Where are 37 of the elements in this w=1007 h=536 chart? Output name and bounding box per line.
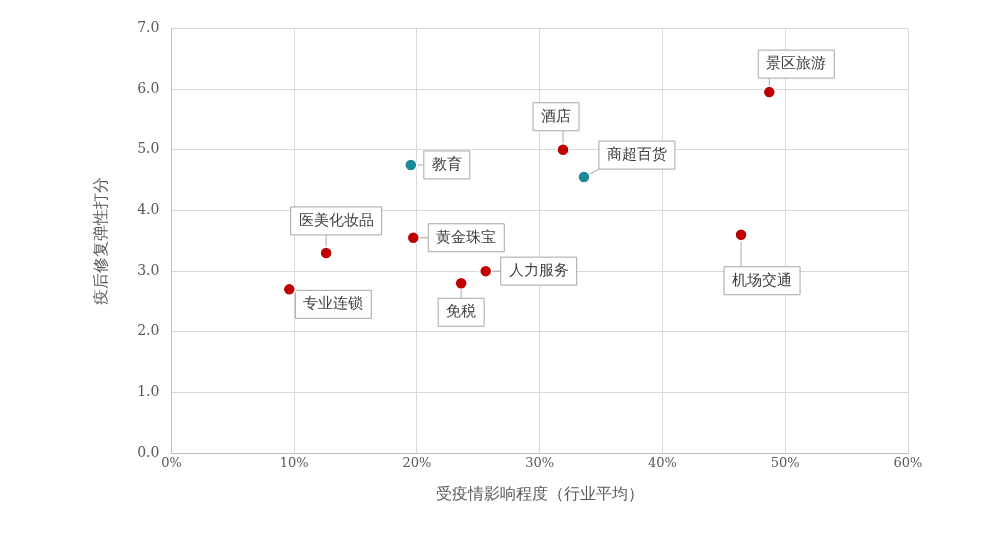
point (577, 170, 591, 184)
point (406, 231, 421, 245)
y-axis-title: 疫后修复弹性打分 (90, 176, 110, 305)
x-tick-label: 40% (648, 455, 677, 471)
annotation: 医美化妆品 (298, 210, 374, 229)
point (282, 282, 297, 297)
x-tick-label: 20% (402, 455, 432, 471)
y-tick-label: 6.0 (137, 79, 160, 96)
y-tick-label: 1.0 (137, 383, 160, 400)
x-tick-label: 0% (161, 455, 182, 471)
point (319, 246, 333, 260)
y-tick-label: 0.0 (137, 443, 160, 460)
annotation: 商超百货 (606, 144, 667, 163)
y-tick-label: 5.0 (137, 140, 160, 157)
annotation: 教育 (431, 154, 462, 173)
x-tick-label: 10% (279, 455, 309, 471)
x-axis-title: 受疫情影响程度（行业平均） (435, 483, 644, 503)
annotation: 酒店 (541, 106, 572, 125)
annotation: 机场交通 (732, 270, 793, 289)
annotation: 黄金珠宝 (436, 227, 497, 246)
annotation: 免税 (446, 302, 477, 321)
annotation: 人力服务 (508, 261, 569, 280)
y-tick-label: 7.0 (137, 19, 160, 36)
point (404, 158, 418, 172)
annotation: 景区旅游 (766, 54, 827, 73)
point (762, 85, 777, 99)
point (454, 276, 468, 291)
y-tick-label: 2.0 (137, 322, 160, 339)
x-tick-label: 60% (893, 455, 923, 471)
point (734, 227, 748, 242)
annotation: 专业连锁 (303, 294, 364, 313)
y-tick-label: 4.0 (137, 201, 160, 218)
x-tick-label: 50% (770, 455, 800, 471)
point (556, 143, 570, 157)
point (478, 264, 493, 278)
x-tick-label: 30% (525, 455, 555, 471)
y-tick-label: 3.0 (137, 261, 160, 278)
